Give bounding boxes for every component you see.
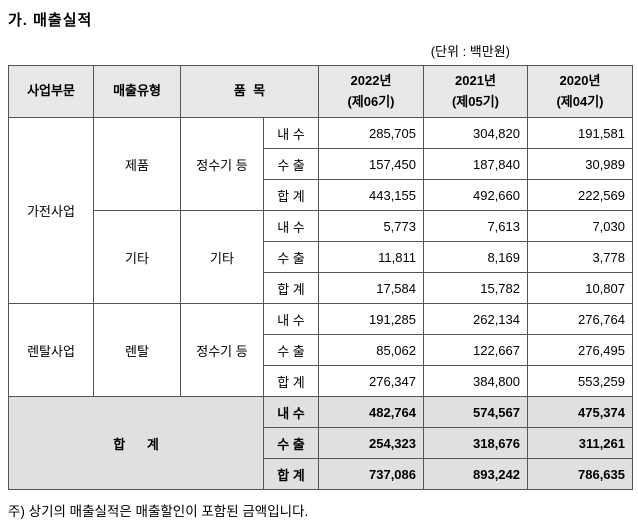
channel-label-cell: 수 출 bbox=[263, 241, 319, 273]
value-cell: 7,613 bbox=[423, 210, 528, 242]
value-cell: 7,030 bbox=[527, 210, 633, 242]
unit-note: (단위 : 백만원) bbox=[430, 44, 510, 59]
channel-label-cell: 수 출 bbox=[263, 427, 319, 459]
value-cell: 893,242 bbox=[423, 458, 528, 490]
sales-type-cell: 렌탈 bbox=[93, 303, 181, 397]
item-cell: 기타 bbox=[180, 210, 264, 304]
value-cell: 276,495 bbox=[527, 334, 633, 366]
channel-label-cell: 내 수 bbox=[263, 210, 319, 242]
page-title: 가. 매출실적 bbox=[8, 12, 93, 29]
total-row: 수 출 254,323 318,676 311,261 bbox=[9, 427, 633, 459]
total-row: 합 계 737,086 893,242 786,635 bbox=[9, 458, 633, 490]
header-2020: 2020년 (제04기) bbox=[527, 65, 633, 118]
total-row: 합 계 내 수 482,764 574,567 475,374 bbox=[8, 396, 633, 490]
table-header-row: 사업부문 매출유형 품 목 2022년 (제06기) 2021년 (제05기) 20… bbox=[8, 65, 633, 118]
channel-label-cell: 수 출 bbox=[263, 334, 319, 366]
value-cell: 574,567 bbox=[423, 396, 528, 428]
value-cell: 304,820 bbox=[423, 117, 528, 149]
value-cell: 475,374 bbox=[527, 396, 633, 428]
value-cell: 482,764 bbox=[318, 396, 424, 428]
value-cell: 191,581 bbox=[527, 117, 633, 149]
value-cell: 311,261 bbox=[527, 427, 633, 459]
channel-label-cell: 내 수 bbox=[263, 396, 319, 428]
value-cell: 8,169 bbox=[423, 241, 528, 273]
channel-label-cell: 내 수 bbox=[263, 117, 319, 149]
value-cell: 157,450 bbox=[318, 148, 424, 180]
value-cell: 191,285 bbox=[318, 303, 424, 335]
value-cell: 318,676 bbox=[423, 427, 528, 459]
value-cell: 276,347 bbox=[318, 365, 424, 397]
channel-label-cell: 합 계 bbox=[263, 179, 319, 211]
value-cell: 15,782 bbox=[423, 272, 528, 304]
header-2022: 2022년 (제06기) bbox=[318, 65, 424, 118]
table-row: 수 출 157,450 187,840 30,989 bbox=[9, 148, 633, 180]
table-row: 수 출 11,811 8,169 3,778 bbox=[9, 241, 633, 273]
table-row: 수 출 85,062 122,667 276,495 bbox=[9, 334, 633, 366]
value-cell: 553,259 bbox=[527, 365, 633, 397]
header-year: 2022년 bbox=[350, 72, 392, 88]
table-row: 가전사업 제품 정수기 등 내 수 285,705 304,820 191,58… bbox=[8, 117, 633, 304]
value-cell: 492,660 bbox=[423, 179, 528, 211]
value-cell: 384,800 bbox=[423, 365, 528, 397]
value-cell: 262,134 bbox=[423, 303, 528, 335]
value-cell: 3,778 bbox=[527, 241, 633, 273]
table-row: 합 계 17,584 15,782 10,807 bbox=[9, 272, 633, 304]
header-2021: 2021년 (제05기) bbox=[423, 65, 528, 118]
sales-performance-table: 사업부문 매출유형 품 목 2022년 (제06기) 2021년 (제05기) 20… bbox=[8, 65, 633, 490]
table-row: 기타 기타 내 수 5,773 7,613 7,030 bbox=[9, 210, 633, 304]
business-segment-cell: 렌탈사업 bbox=[8, 303, 94, 397]
item-cell: 정수기 등 bbox=[180, 117, 264, 211]
header-item: 품 목 bbox=[180, 65, 319, 118]
value-cell: 737,086 bbox=[318, 458, 424, 490]
value-cell: 276,764 bbox=[527, 303, 633, 335]
sales-type-cell: 제품 bbox=[93, 117, 181, 211]
value-cell: 11,811 bbox=[318, 241, 424, 273]
table-row: 렌탈사업 렌탈 정수기 등 내 수 191,285 262,134 276,76… bbox=[8, 303, 633, 397]
channel-label-cell: 합 계 bbox=[263, 365, 319, 397]
business-segment-cell: 가전사업 bbox=[8, 117, 94, 304]
footnote: 주) 상기의 매출실적은 매출할인이 포함된 금액입니다. bbox=[8, 504, 309, 519]
value-cell: 443,155 bbox=[318, 179, 424, 211]
value-cell: 17,584 bbox=[318, 272, 424, 304]
channel-label-cell: 합 계 bbox=[263, 458, 319, 490]
header-business-segment: 사업부문 bbox=[8, 65, 94, 118]
value-cell: 786,635 bbox=[527, 458, 633, 490]
value-cell: 85,062 bbox=[318, 334, 424, 366]
channel-label-cell: 내 수 bbox=[263, 303, 319, 335]
value-cell: 222,569 bbox=[527, 179, 633, 211]
channel-label-cell: 합 계 bbox=[263, 272, 319, 304]
header-term: (제05기) bbox=[451, 93, 500, 109]
value-cell: 5,773 bbox=[318, 210, 424, 242]
header-term: (제04기) bbox=[556, 93, 604, 109]
header-year: 2021년 bbox=[455, 72, 496, 88]
header-year: 2020년 bbox=[559, 72, 601, 88]
value-cell: 10,807 bbox=[527, 272, 633, 304]
header-sales-type: 매출유형 bbox=[93, 65, 181, 118]
sales-type-cell: 기타 bbox=[93, 210, 181, 304]
value-cell: 254,323 bbox=[318, 427, 424, 459]
value-cell: 30,989 bbox=[527, 148, 633, 180]
value-cell: 187,840 bbox=[423, 148, 528, 180]
value-cell: 122,667 bbox=[423, 334, 528, 366]
header-term: (제06기) bbox=[347, 93, 395, 109]
item-cell: 정수기 등 bbox=[180, 303, 264, 397]
channel-label-cell: 수 출 bbox=[263, 148, 319, 180]
grand-total-label-cell: 합 계 bbox=[8, 396, 264, 490]
value-cell: 285,705 bbox=[318, 117, 424, 149]
